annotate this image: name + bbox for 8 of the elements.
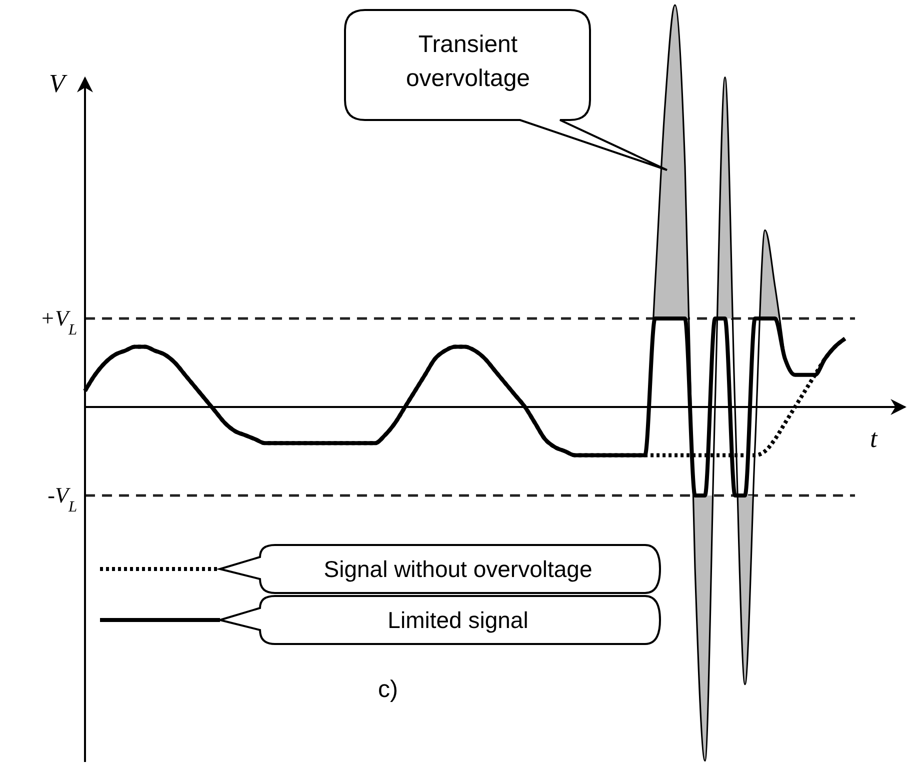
annotation: Transient overvoltage xyxy=(406,31,530,92)
text: Limited signal xyxy=(388,607,528,633)
annotation: c) xyxy=(378,676,398,703)
y-axis-title: V xyxy=(49,69,68,98)
ref-line-label: -V$_{L}$ xyxy=(48,482,77,515)
text: Signal without overvoltage xyxy=(324,556,592,582)
x-axis-title: t xyxy=(870,424,878,453)
ref-line-label: +V$_{L}$ xyxy=(40,306,77,338)
